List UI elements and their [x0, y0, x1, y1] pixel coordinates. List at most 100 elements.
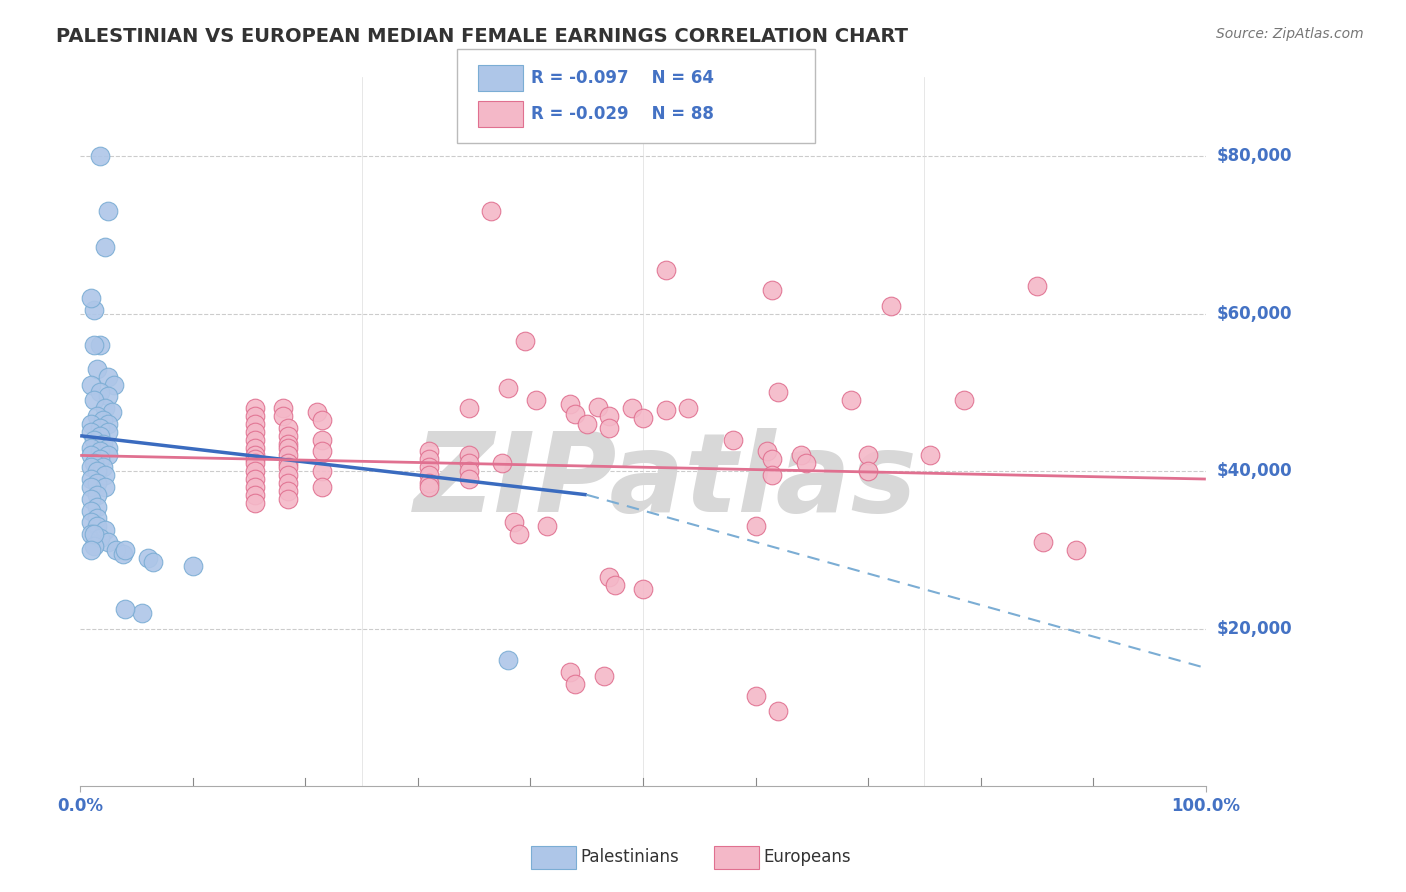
Point [89, 385, 111, 400]
Point [86, 519, 108, 533]
Point [311, 464, 333, 478]
Point [181, 558, 204, 573]
Point [243, 425, 266, 439]
Point [89, 421, 111, 435]
Point [277, 456, 299, 470]
Point [89, 149, 111, 163]
Point [83, 302, 105, 317]
Point [856, 464, 879, 478]
Point [243, 464, 266, 478]
Point [277, 449, 299, 463]
Point [418, 480, 440, 494]
Point [243, 480, 266, 494]
Point [277, 428, 299, 442]
Point [89, 428, 111, 442]
Point [103, 377, 125, 392]
Point [654, 402, 676, 417]
Point [136, 550, 159, 565]
Point [592, 669, 614, 683]
Point [271, 409, 294, 423]
Point [277, 421, 299, 435]
Point [620, 401, 643, 416]
Point [271, 401, 294, 416]
Point [94, 480, 117, 494]
Point [97, 425, 120, 439]
Point [243, 488, 266, 502]
Point [80, 449, 103, 463]
Point [496, 653, 519, 667]
Point [114, 602, 136, 616]
Point [111, 547, 134, 561]
Point [457, 456, 479, 470]
Point [89, 338, 111, 352]
Point [86, 361, 108, 376]
Point [80, 542, 103, 557]
Text: $40,000: $40,000 [1218, 462, 1292, 480]
Point [789, 449, 811, 463]
Point [794, 456, 817, 470]
Point [243, 452, 266, 467]
Point [418, 444, 440, 458]
Point [243, 409, 266, 423]
Point [761, 452, 783, 467]
Point [761, 283, 783, 297]
Point [83, 433, 105, 447]
Point [86, 488, 108, 502]
Point [80, 417, 103, 431]
Point [243, 433, 266, 447]
Point [755, 444, 778, 458]
Point [114, 542, 136, 557]
Point [86, 511, 108, 525]
Point [277, 460, 299, 475]
Point [558, 397, 581, 411]
Point [80, 516, 103, 530]
Point [97, 369, 120, 384]
Point [97, 389, 120, 403]
Point [953, 393, 976, 408]
Point [94, 401, 117, 416]
Point [80, 503, 103, 517]
Point [536, 519, 558, 533]
Point [598, 409, 620, 423]
Point [676, 401, 699, 416]
Point [86, 475, 108, 490]
Point [761, 468, 783, 483]
Text: R = -0.029    N = 88: R = -0.029 N = 88 [531, 104, 714, 123]
Point [91, 436, 114, 450]
Point [243, 401, 266, 416]
Point [94, 523, 117, 537]
Point [744, 689, 766, 703]
Point [97, 441, 120, 455]
Point [100, 405, 122, 419]
Point [744, 519, 766, 533]
Point [564, 408, 586, 422]
Point [721, 433, 744, 447]
Point [83, 527, 105, 541]
Point [311, 433, 333, 447]
Point [86, 500, 108, 514]
Point [631, 410, 654, 425]
Point [277, 491, 299, 506]
Point [94, 468, 117, 483]
Point [496, 382, 519, 396]
Point [80, 291, 103, 305]
Point [598, 421, 620, 435]
Point [243, 456, 266, 470]
Point [83, 393, 105, 408]
Point [457, 472, 479, 486]
Point [80, 480, 103, 494]
Point [80, 377, 103, 392]
Point [94, 240, 117, 254]
Point [89, 531, 111, 545]
Point [83, 539, 105, 553]
Point [83, 338, 105, 352]
Point [1032, 535, 1054, 549]
Point [564, 677, 586, 691]
Point [598, 570, 620, 584]
Point [91, 460, 114, 475]
Point [491, 456, 513, 470]
Point [524, 393, 547, 408]
Point [97, 535, 120, 549]
Point [243, 417, 266, 431]
Point [97, 417, 120, 431]
